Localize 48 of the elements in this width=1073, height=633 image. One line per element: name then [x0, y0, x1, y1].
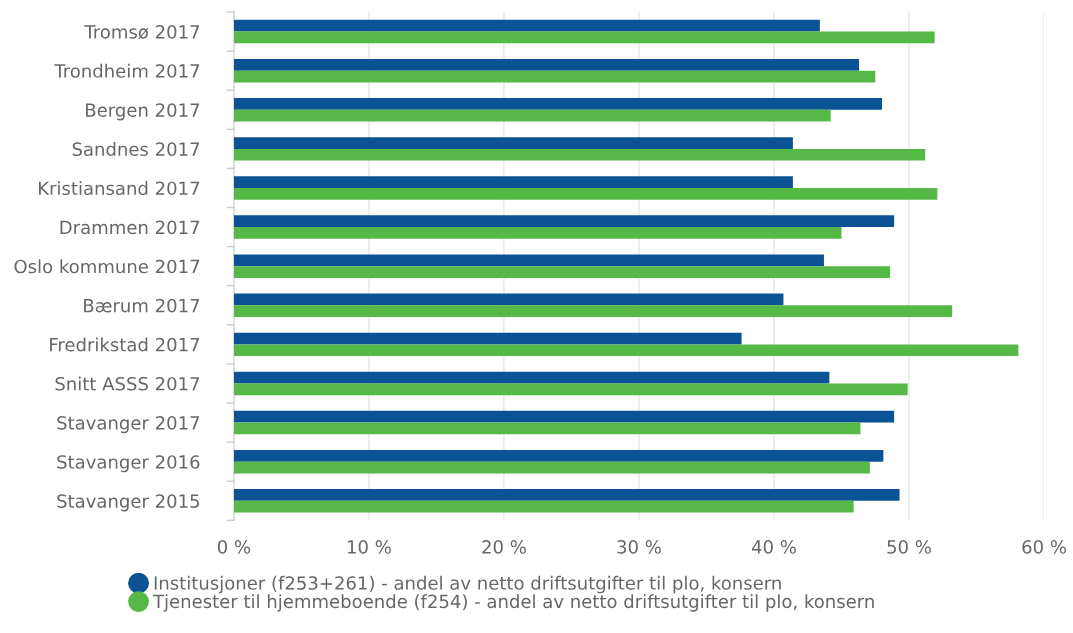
y-tick-label: Stavanger 2016 — [57, 455, 200, 473]
y-tick-label: Stavanger 2015 — [57, 494, 199, 512]
bar — [233, 109, 831, 122]
bar — [233, 371, 830, 384]
bar — [233, 344, 1019, 357]
bar — [233, 176, 793, 188]
bar — [233, 461, 870, 474]
bar — [233, 58, 860, 71]
bar — [233, 449, 884, 462]
x-tick-label: 60 % — [1022, 540, 1066, 554]
y-tick-label: Oslo kommune 2017 — [14, 259, 200, 274]
bar — [233, 31, 935, 44]
bar — [233, 19, 820, 32]
bar — [233, 332, 742, 345]
legend-label: Tjenester til hjemmeboende (f254) - andel av netto driftsutgifter til plo, konsern — [152, 594, 874, 612]
x-tick-label: 0 % — [217, 540, 251, 554]
legend-label: Institusjoner (f253+261) - andel av netto driftsutgifter til plo, konsern — [154, 575, 781, 594]
y-tick-label: Fredrikstad 2017 — [50, 337, 200, 352]
bar — [233, 305, 953, 318]
bar — [233, 266, 891, 278]
x-tick-label: 20 % — [482, 540, 526, 554]
y-tick-label: Tromsø 2017 — [84, 25, 200, 40]
bar — [233, 293, 784, 306]
y-tick-label: Drammen 2017 — [60, 220, 200, 235]
x-tick-label: 30 % — [617, 540, 661, 554]
x-tick-label: 40 % — [751, 540, 796, 554]
y-tick-label: Trondheim 2017 — [54, 63, 200, 78]
bar — [233, 254, 824, 267]
bar — [233, 410, 895, 423]
x-tick-label: 50 % — [887, 540, 931, 554]
bar — [233, 422, 861, 435]
y-tick-label: Sandnes 2017 — [72, 142, 200, 156]
bar — [233, 137, 793, 149]
x-tick-label: 10 % — [347, 540, 391, 554]
bar — [233, 187, 938, 200]
y-tick-label: Stavanger 2017 — [57, 416, 200, 434]
bar — [233, 70, 876, 83]
y-tick-label: Bærum 2017 — [84, 298, 200, 313]
bar — [233, 489, 900, 501]
bar — [233, 148, 926, 161]
y-tick-label: Kristiansand 2017 — [39, 181, 200, 196]
y-tick-label: Bergen 2017 — [86, 103, 200, 121]
bar — [233, 98, 883, 110]
y-tick-label: Snitt ASSS 2017 — [55, 376, 200, 391]
bar — [233, 215, 895, 228]
bar — [233, 227, 842, 239]
bar — [233, 383, 908, 396]
bar — [233, 500, 854, 513]
